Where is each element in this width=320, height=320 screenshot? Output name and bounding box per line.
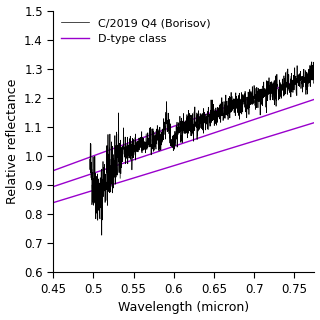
Y-axis label: Relative reflectance: Relative reflectance (5, 79, 19, 204)
D-type class (313, 97, 316, 101)
Line: C/2019 Q4 (Borisov): C/2019 Q4 (Borisov) (90, 62, 315, 235)
C/2019 Q4 (Borisov) (192, 122, 196, 126)
Line: D-type class: D-type class (53, 99, 315, 187)
C/2019 Q4 (Borisov) (270, 82, 274, 86)
D-type class (193, 138, 196, 141)
X-axis label: Wavelength (micron): Wavelength (micron) (118, 301, 249, 315)
C/2019 Q4 (Borisov) (142, 147, 146, 151)
C/2019 Q4 (Borisov) (88, 157, 92, 161)
D-type class (51, 185, 55, 188)
C/2019 Q4 (Borisov) (309, 62, 313, 66)
C/2019 Q4 (Borisov) (310, 60, 314, 64)
D-type class (207, 133, 211, 137)
D-type class (175, 143, 179, 147)
Legend: C/2019 Q4 (Borisov), D-type class: C/2019 Q4 (Borisov), D-type class (57, 14, 215, 48)
C/2019 Q4 (Borisov) (165, 118, 169, 122)
C/2019 Q4 (Borisov) (313, 77, 316, 81)
D-type class (177, 143, 181, 147)
C/2019 Q4 (Borisov) (100, 233, 104, 237)
C/2019 Q4 (Borisov) (206, 113, 210, 117)
D-type class (265, 113, 269, 117)
D-type class (306, 100, 310, 103)
